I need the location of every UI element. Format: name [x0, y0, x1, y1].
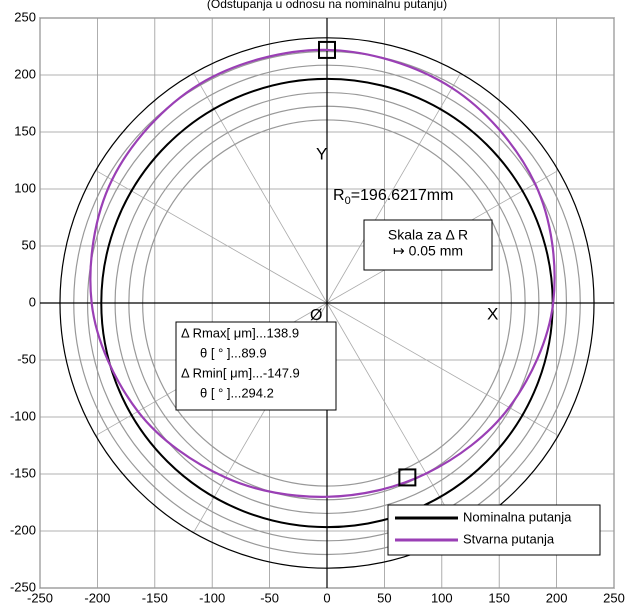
x-tick-label: 250 [603, 590, 625, 605]
radius-label: R0=196.6217mm [333, 187, 453, 207]
y-tick-label: 100 [14, 180, 36, 195]
radial-line [326, 73, 461, 304]
radial-line [326, 302, 559, 436]
axis-label: Y [316, 144, 327, 163]
y-tick-label: 0 [29, 294, 36, 309]
scale-text: ↦ 0.05 mm [393, 243, 463, 259]
axis-label: Ø [310, 307, 322, 324]
scale-box [363, 219, 493, 271]
y-tick-label: 250 [14, 9, 36, 24]
radius-symbol: R [333, 187, 345, 204]
x-tick-label: -200 [84, 590, 110, 605]
y-tick-label: 150 [14, 123, 36, 138]
legend-box [387, 504, 601, 556]
y-tick-label: -200 [10, 522, 36, 537]
radius-value: =196.6217mm [351, 187, 454, 204]
radius-subscript: 0 [345, 195, 351, 207]
x-tick-label: 50 [377, 590, 391, 605]
radial-line [95, 170, 328, 304]
chart-title: (Odstupanja u odnosu na nominalnu putanj… [207, 0, 447, 11]
legend-label: Stvarna putanja [463, 531, 555, 546]
info-text: θ [ ° ]...294.2 [200, 385, 274, 400]
x-tick-label: -150 [142, 590, 168, 605]
y-tick-label: -50 [17, 351, 36, 366]
y-tick-label: 200 [14, 66, 36, 81]
info-text: Δ Rmin[ μm]...-147.9 [181, 365, 300, 380]
y-tick-label: -100 [10, 408, 36, 423]
scale-text: Skala za Δ R [388, 227, 468, 243]
y-tick-label: -250 [10, 579, 36, 594]
x-tick-label: -50 [260, 590, 279, 605]
radial-line [326, 302, 461, 533]
radial-line [193, 73, 328, 304]
x-tick-label: 150 [488, 590, 510, 605]
y-tick-label: -150 [10, 465, 36, 480]
x-tick-label: 100 [431, 590, 453, 605]
x-tick-label: 0 [323, 590, 330, 605]
axis-label: X [487, 304, 498, 323]
y-tick-label: 50 [22, 237, 36, 252]
x-tick-label: -250 [27, 590, 53, 605]
extreme-marker [318, 40, 336, 59]
x-tick-label: -100 [199, 590, 225, 605]
legend-label: Nominalna putanja [463, 509, 572, 524]
actual-path [89, 48, 556, 498]
x-tick-label: 200 [546, 590, 568, 605]
extreme-marker [398, 468, 417, 487]
info-box [175, 321, 337, 411]
info-text: θ [ ° ]...89.9 [200, 345, 267, 360]
info-text: Δ Rmax[ μm]...138.9 [181, 325, 299, 340]
